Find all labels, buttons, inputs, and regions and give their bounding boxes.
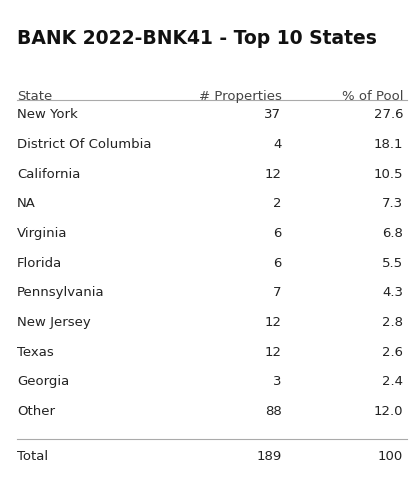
Text: # Properties: # Properties (199, 90, 281, 103)
Text: 12.0: 12.0 (374, 405, 403, 418)
Text: 5.5: 5.5 (382, 257, 403, 270)
Text: NA: NA (17, 197, 36, 210)
Text: 12: 12 (265, 316, 281, 329)
Text: Virginia: Virginia (17, 227, 67, 240)
Text: District Of Columbia: District Of Columbia (17, 138, 151, 151)
Text: 7: 7 (273, 286, 281, 300)
Text: 3: 3 (273, 375, 281, 389)
Text: 2.6: 2.6 (382, 346, 403, 359)
Text: 6.8: 6.8 (382, 227, 403, 240)
Text: 2.4: 2.4 (382, 375, 403, 389)
Text: 6: 6 (273, 257, 281, 270)
Text: California: California (17, 168, 80, 181)
Text: 2: 2 (273, 197, 281, 210)
Text: 6: 6 (273, 227, 281, 240)
Text: 100: 100 (378, 450, 403, 463)
Text: Pennsylvania: Pennsylvania (17, 286, 105, 300)
Text: 10.5: 10.5 (374, 168, 403, 181)
Text: New Jersey: New Jersey (17, 316, 91, 329)
Text: Total: Total (17, 450, 48, 463)
Text: Other: Other (17, 405, 55, 418)
Text: State: State (17, 90, 52, 103)
Text: % of Pool: % of Pool (342, 90, 403, 103)
Text: 12: 12 (265, 168, 281, 181)
Text: 4.3: 4.3 (382, 286, 403, 300)
Text: 2.8: 2.8 (382, 316, 403, 329)
Text: Texas: Texas (17, 346, 54, 359)
Text: Florida: Florida (17, 257, 62, 270)
Text: 88: 88 (265, 405, 281, 418)
Text: 18.1: 18.1 (374, 138, 403, 151)
Text: BANK 2022-BNK41 - Top 10 States: BANK 2022-BNK41 - Top 10 States (17, 29, 377, 48)
Text: 4: 4 (273, 138, 281, 151)
Text: Georgia: Georgia (17, 375, 69, 389)
Text: New York: New York (17, 108, 78, 121)
Text: 7.3: 7.3 (382, 197, 403, 210)
Text: 189: 189 (256, 450, 281, 463)
Text: 12: 12 (265, 346, 281, 359)
Text: 37: 37 (265, 108, 281, 121)
Text: 27.6: 27.6 (374, 108, 403, 121)
